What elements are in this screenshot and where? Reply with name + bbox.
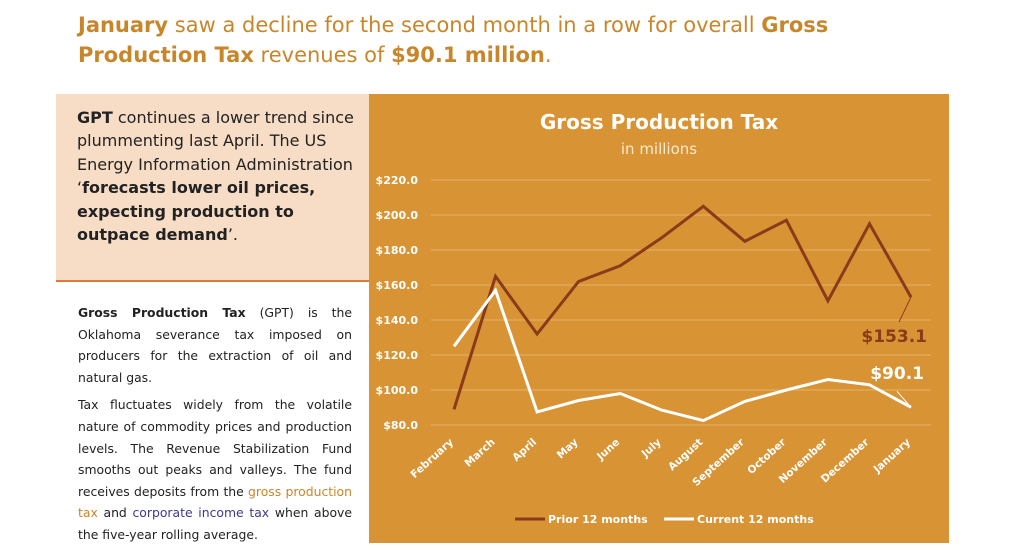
callout-quote: forecasts lower oil prices, expecting pr… [77,178,316,245]
y-tick-label: $160.0 [376,279,419,292]
gross-production-tax-link[interactable]: gross production tax [78,483,352,521]
body-paragraph-2: Tax fluctuates widely from the volatile … [78,394,352,545]
body-para1-text: (GPT) is the Oklahoma severance tax impo… [78,305,353,385]
y-tick-label: $180.0 [376,244,419,257]
callout-gpt: GPT [77,108,113,127]
annotation-current-value: $90.1 [870,364,924,384]
x-tick-label: February [408,436,456,481]
y-tick-label: $220.0 [376,174,419,187]
headline-period: . [544,43,552,67]
line-chart: $80.0 $100.0 $120.0 $140.0 $160.0 $180.0 $200.… [376,174,931,526]
corporate-income-tax-link[interactable]: corporate income tax [132,505,270,521]
body-paragraph-1: Gross Production Tax (GPT) is the Oklaho… [78,302,352,388]
headline-text-1: saw a decline for the second month in a … [168,13,762,37]
y-tick-label: $100.0 [376,384,419,397]
y-tick-label: $120.0 [376,349,419,362]
x-tick-label: July [639,436,664,460]
headline-tax-name: Gross Production Tax [78,13,829,67]
x-tick-label: March [462,436,497,469]
series-line-prior [452,204,913,410]
body-gpt-term: Gross Production Tax [78,305,246,320]
headline-month: January [78,13,169,37]
legend-label-prior: Prior 12 months [548,513,648,526]
y-tick-label: $80.0 [383,419,418,432]
annotation-prior-value: $153.1 [861,327,927,347]
y-tick-label: $200.0 [376,209,419,222]
legend-label-current: Current 12 months [697,513,814,526]
x-tick-label: May [555,436,581,461]
x-tick-label: June [594,436,622,463]
callout-text-1: continues a lower trend since plummentin… [77,108,354,198]
chart-subtitle: in millions [620,140,698,158]
callout-text-2: ’. [227,225,238,245]
chart-title: Gross Production Tax [539,110,779,134]
body-para2-text-c: when above the five-year rolling average… [78,505,352,542]
headline-amount: $90.1 million [391,43,545,67]
body-text: Gross Production Tax (GPT) is the Oklaho… [78,302,352,552]
callout-box: GPT continues a lower trend since plumme… [56,94,369,282]
body-para2-text-b: and [97,505,133,521]
annotation-leader-current [896,390,912,408]
body-para2-text-a: Tax fluctuates widely from the volatile … [78,397,352,499]
x-tick-label: April [510,436,539,464]
headline: January saw a decline for the second mon… [78,10,958,70]
headline-text-2: revenues of [253,43,392,67]
x-tick-label: August [666,436,705,473]
annotation-leader-prior [898,296,912,323]
x-tick-label: January [871,436,913,476]
y-tick-label: $140.0 [376,314,419,327]
chart-panel: Gross Production Tax in millions $80.0 $1… [369,94,949,543]
series-line-current [452,287,912,423]
